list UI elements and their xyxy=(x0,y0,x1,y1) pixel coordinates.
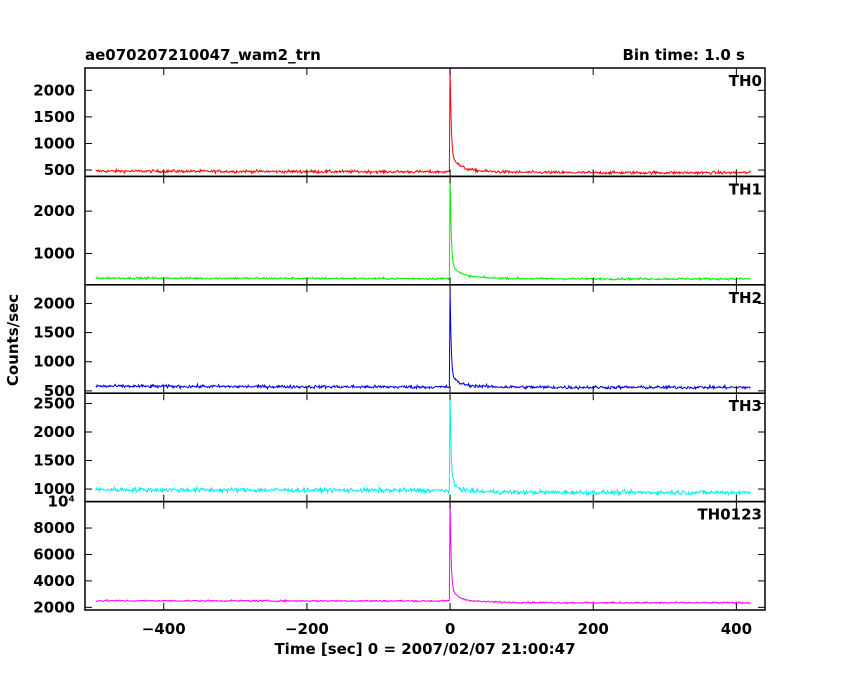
y-tick-label: 4000 xyxy=(33,572,75,590)
y-tick-label: 2000 xyxy=(33,294,75,312)
x-tick-label: 200 xyxy=(578,620,609,638)
x-tick-label: −400 xyxy=(142,620,186,638)
series-line-th1 xyxy=(95,178,751,282)
panels-group: 500 1000 1500 2000 TH0 1000 2000 TH1 500 1000 1500… xyxy=(33,67,766,616)
y-tick-label: 2000 xyxy=(33,202,75,220)
panel-label: TH1 xyxy=(729,180,762,198)
panel-frame xyxy=(84,67,766,178)
x-tick-label: 400 xyxy=(721,620,752,638)
series-line-th2 xyxy=(95,289,751,391)
y-tick-label: 1000 xyxy=(33,480,75,498)
y-tick-label: 1000 xyxy=(33,134,75,152)
x-tick-label: 0 xyxy=(445,620,455,638)
panel-frame xyxy=(84,284,766,394)
panel-label: TH2 xyxy=(729,289,762,307)
panel-frame xyxy=(84,392,766,503)
y-tick-label: 6000 xyxy=(33,545,75,563)
panel-frame xyxy=(84,175,766,286)
panel-th3: 1000 1500 2000 2500 TH3 xyxy=(33,392,766,503)
y-tick-label: 1500 xyxy=(33,452,75,470)
y-tick-label: 500 xyxy=(44,382,75,400)
y-tick-label: 500 xyxy=(44,161,75,179)
series-line-th0 xyxy=(95,68,752,176)
panel-label: TH3 xyxy=(729,397,762,415)
y-tick-label: 1000 xyxy=(33,353,75,371)
y-tick-label: 1000 xyxy=(33,244,75,262)
series-line-th0123 xyxy=(95,502,751,605)
y-tick-label: 1500 xyxy=(33,108,75,126)
x-axis: −400 −200 0 200 400 xyxy=(142,620,752,638)
y-tick-label: 10⁴ xyxy=(48,493,75,511)
panel-th0: 500 1000 1500 2000 TH0 xyxy=(33,67,766,179)
y-tick-label: 1500 xyxy=(33,324,75,342)
panel-th0123: 2000 4000 6000 8000 10⁴ TH0123 xyxy=(33,493,766,616)
y-tick-label: 2000 xyxy=(33,423,75,441)
y-tick-label: 8000 xyxy=(33,519,75,537)
panel-label: TH0 xyxy=(729,72,762,90)
panel-th1: 1000 2000 TH1 xyxy=(33,175,766,286)
panel-label: TH0123 xyxy=(697,506,762,524)
panel-frame xyxy=(84,500,766,611)
x-tick-label: −200 xyxy=(285,620,329,638)
y-tick-label: 2000 xyxy=(33,598,75,616)
series-line-th3 xyxy=(95,394,751,497)
y-tick-label: 2500 xyxy=(33,394,75,412)
x-axis-label: Time [sec] 0 = 2007/02/07 21:00:47 xyxy=(274,640,575,658)
chart-title: ae070207210047_wam2_trn xyxy=(85,46,321,64)
y-tick-label: 2000 xyxy=(33,81,75,99)
bin-time-label: Bin time: 1.0 s xyxy=(622,46,745,64)
y-axis-label: Counts/sec xyxy=(4,294,22,386)
panel-th2: 500 1000 1500 2000 TH2 xyxy=(33,284,766,400)
